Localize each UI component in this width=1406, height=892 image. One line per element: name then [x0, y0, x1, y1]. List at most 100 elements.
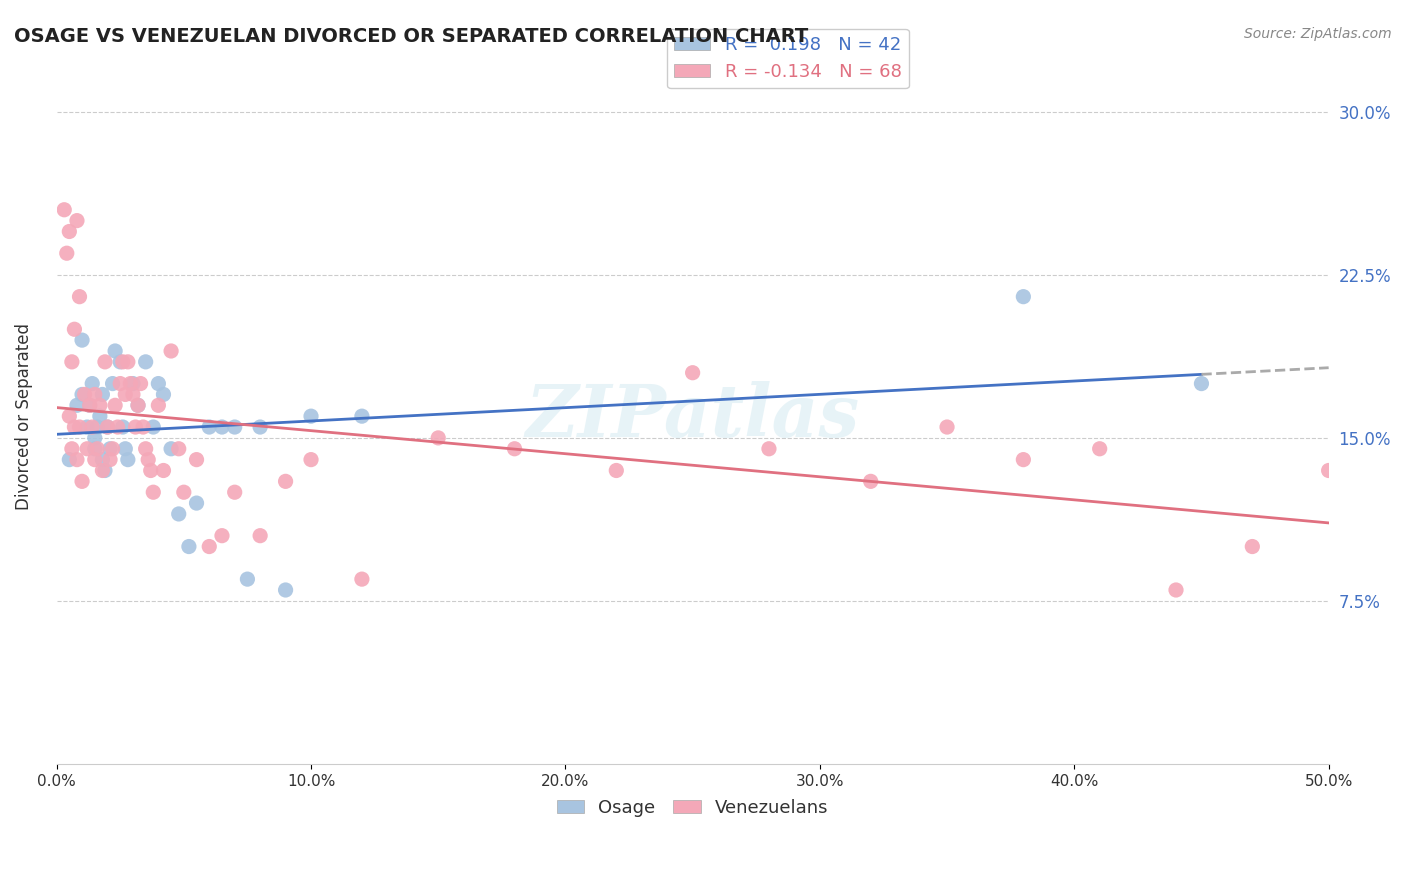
Point: [69, 420, 91, 434]
Point: [177, 540, 200, 554]
Point: [1012, 452, 1035, 467]
Point: [117, 355, 139, 369]
Point: [70, 387, 93, 401]
Point: [152, 387, 174, 401]
Point: [96, 420, 118, 434]
Point: [82, 376, 104, 391]
Point: [236, 572, 259, 586]
Point: [211, 529, 233, 543]
Point: [122, 376, 145, 391]
Point: [122, 387, 145, 401]
Point: [186, 452, 208, 467]
Point: [63, 322, 86, 336]
Point: [198, 540, 221, 554]
Point: [101, 376, 124, 391]
Point: [107, 420, 129, 434]
Point: [173, 485, 195, 500]
Point: [111, 355, 134, 369]
Point: [96, 420, 118, 434]
Point: [167, 507, 190, 521]
Point: [60, 355, 83, 369]
Point: [132, 420, 155, 434]
Point: [152, 463, 174, 477]
Point: [91, 463, 114, 477]
Point: [427, 431, 450, 445]
Point: [94, 355, 117, 369]
Point: [73, 387, 96, 401]
Point: [148, 376, 170, 391]
Point: [83, 431, 105, 445]
Point: [142, 485, 165, 500]
Point: [758, 442, 780, 456]
Point: [160, 442, 183, 456]
Point: [91, 387, 114, 401]
Point: [198, 420, 221, 434]
Point: [89, 409, 111, 424]
Point: [503, 442, 526, 456]
Y-axis label: Divorced or Separated: Divorced or Separated: [15, 323, 32, 509]
Point: [139, 463, 162, 477]
Point: [76, 420, 98, 434]
Point: [1241, 540, 1264, 554]
Point: [83, 442, 105, 456]
Point: [186, 496, 208, 510]
Text: ZIPatlas: ZIPatlas: [526, 381, 859, 451]
Point: [274, 475, 297, 489]
Point: [249, 420, 271, 434]
Point: [111, 420, 134, 434]
Point: [1317, 463, 1340, 477]
Point: [70, 475, 93, 489]
Point: [104, 398, 127, 412]
Point: [1012, 290, 1035, 304]
Point: [66, 398, 89, 412]
Point: [224, 485, 246, 500]
Point: [120, 376, 142, 391]
Point: [82, 420, 104, 434]
Point: [89, 398, 111, 412]
Point: [1164, 582, 1187, 597]
Point: [53, 202, 76, 217]
Point: [129, 376, 152, 391]
Point: [58, 225, 80, 239]
Point: [859, 475, 882, 489]
Point: [94, 463, 117, 477]
Text: Source: ZipAtlas.com: Source: ZipAtlas.com: [1244, 27, 1392, 41]
Point: [124, 420, 146, 434]
Point: [127, 398, 149, 412]
Point: [167, 442, 190, 456]
Point: [127, 398, 149, 412]
Point: [135, 442, 157, 456]
Point: [299, 452, 322, 467]
Point: [350, 409, 373, 424]
Point: [142, 420, 165, 434]
Point: [83, 387, 105, 401]
Point: [98, 442, 121, 456]
Point: [60, 442, 83, 456]
Point: [605, 463, 627, 477]
Point: [83, 452, 105, 467]
Point: [274, 582, 297, 597]
Point: [70, 333, 93, 347]
Point: [211, 420, 233, 434]
Point: [79, 398, 101, 412]
Legend: Osage, Venezuelans: Osage, Venezuelans: [550, 792, 835, 824]
Point: [299, 409, 322, 424]
Point: [66, 452, 89, 467]
Text: OSAGE VS VENEZUELAN DIVORCED OR SEPARATED CORRELATION CHART: OSAGE VS VENEZUELAN DIVORCED OR SEPARATE…: [14, 27, 808, 45]
Point: [160, 343, 183, 358]
Point: [58, 452, 80, 467]
Point: [936, 420, 959, 434]
Point: [114, 387, 136, 401]
Point: [63, 420, 86, 434]
Point: [135, 355, 157, 369]
Point: [224, 420, 246, 434]
Point: [69, 290, 91, 304]
Point: [682, 366, 704, 380]
Point: [56, 246, 79, 260]
Point: [1191, 376, 1213, 391]
Point: [350, 572, 373, 586]
Point: [86, 442, 108, 456]
Point: [1088, 442, 1111, 456]
Point: [249, 529, 271, 543]
Point: [58, 409, 80, 424]
